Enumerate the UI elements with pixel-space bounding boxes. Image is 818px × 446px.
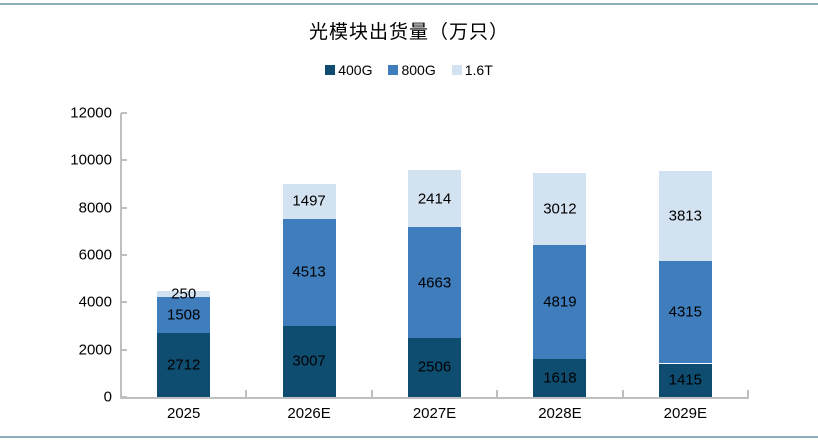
x-axis-tick xyxy=(621,390,624,397)
bar-segment-2027e-800g xyxy=(408,227,461,338)
data-label: 1508 xyxy=(167,306,201,324)
bar-segment-2026e-1-6t xyxy=(282,183,336,220)
bar-segment-2029e-1-6t xyxy=(658,171,712,262)
y-axis-tick-label: 10000 xyxy=(70,151,112,169)
bar-segment-2026e-800g xyxy=(282,219,336,326)
y-axis-tick xyxy=(121,301,127,304)
y-axis-tick xyxy=(121,112,127,114)
legend-item-800g: 800G xyxy=(388,62,436,78)
x-axis-tick xyxy=(747,390,749,397)
y-axis-tick xyxy=(121,159,127,162)
bar-segment-2027e-1-6t xyxy=(408,170,461,228)
data-label: 1497 xyxy=(292,192,326,210)
data-label: 250 xyxy=(171,285,197,303)
bar-segment-2028e-800g xyxy=(533,244,587,359)
x-axis-line xyxy=(120,397,749,399)
legend-label: 800G xyxy=(401,62,436,78)
y-axis-tick-label: 8000 xyxy=(78,199,112,217)
legend-swatch-icon xyxy=(388,65,399,75)
data-label: 1415 xyxy=(668,371,702,389)
y-axis-tick xyxy=(121,348,127,351)
bar-segment-2025-800g xyxy=(157,297,211,333)
data-label: 3813 xyxy=(668,207,702,225)
bar-segment-2029e-800g xyxy=(658,261,712,364)
plot-area: 0 2000 4000 6000 8000 10000 12000 2712 1508 250 20… xyxy=(70,105,749,422)
x-category-label: 2027E xyxy=(412,405,457,422)
x-category-label: 2028E xyxy=(538,405,582,422)
data-label: 3007 xyxy=(292,352,326,370)
legend-label: 1.6T xyxy=(464,62,493,78)
y-axis-tick xyxy=(121,254,127,256)
bar-segment-2025-1-6t xyxy=(157,291,211,298)
x-axis-tick xyxy=(120,390,122,397)
x-category-label: 2026E xyxy=(287,405,331,422)
bar-segment-2027e-400g xyxy=(408,337,461,397)
data-label: 4663 xyxy=(417,274,452,291)
x-axis-tick xyxy=(370,390,373,397)
data-label: 2506 xyxy=(417,358,452,376)
data-label: 2712 xyxy=(167,356,201,374)
data-label: 2414 xyxy=(417,190,452,208)
bar-segment-2028e-1-6t xyxy=(533,173,587,245)
bar-segment-2028e-400g xyxy=(533,358,587,397)
legend-label: 400G xyxy=(338,62,373,78)
y-axis-tick-label: 12000 xyxy=(70,104,112,122)
bottom-border-rule xyxy=(0,436,818,438)
legend-item-400g: 400G xyxy=(325,62,372,78)
y-axis-tick xyxy=(121,396,127,398)
data-label: 4819 xyxy=(543,293,577,311)
y-axis-tick-label: 0 xyxy=(103,388,112,406)
x-category-label: 2029E xyxy=(663,405,707,422)
x-axis-tick xyxy=(496,390,499,397)
top-border-rule xyxy=(0,3,818,5)
chart-title: 光模块出货量（万只） xyxy=(308,22,509,43)
bar-segment-2029e-400g xyxy=(658,363,712,397)
bar-segment-2026e-400g xyxy=(282,325,336,397)
data-label: 4513 xyxy=(292,263,326,281)
y-axis-tick xyxy=(121,206,127,209)
x-category-label: 2025 xyxy=(167,405,201,422)
bar-segment-2025-400g xyxy=(157,332,211,397)
legend-swatch-icon xyxy=(451,65,462,75)
y-axis-tick-label: 6000 xyxy=(78,246,112,264)
data-label: 1618 xyxy=(543,369,577,387)
y-axis-tick-label: 4000 xyxy=(78,293,112,311)
data-label: 3012 xyxy=(543,200,577,218)
y-axis-tick-label: 2000 xyxy=(78,341,112,359)
x-axis-tick xyxy=(245,390,248,397)
chart-legend: 400G 800G 1.6T xyxy=(0,62,818,78)
data-label: 4315 xyxy=(668,303,702,321)
legend-swatch-icon xyxy=(325,65,336,75)
legend-item-1-6t: 1.6T xyxy=(451,62,493,78)
